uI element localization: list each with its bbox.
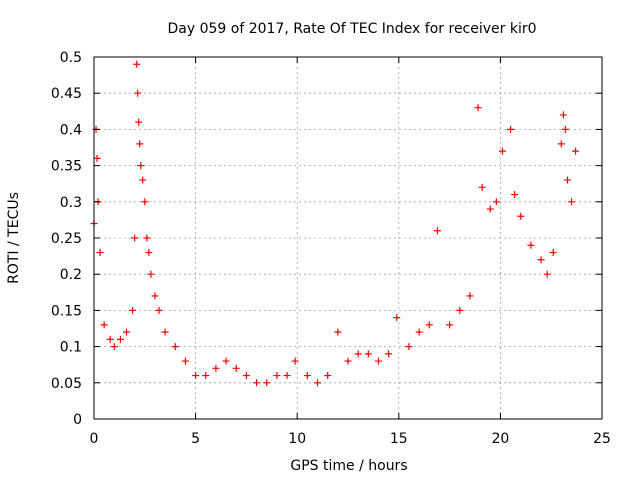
data-point <box>527 241 535 249</box>
x-tick-label: 20 <box>491 431 509 447</box>
x-tick-label: 15 <box>390 431 408 447</box>
data-point <box>253 379 261 387</box>
data-point <box>202 372 210 380</box>
y-tick-label: 0 <box>73 412 82 428</box>
data-point <box>192 372 200 380</box>
data-point <box>263 379 271 387</box>
x-axis-label: GPS time / hours <box>290 458 407 474</box>
data-point <box>344 357 352 365</box>
data-point <box>303 372 311 380</box>
data-point <box>129 306 137 314</box>
data-point <box>507 125 515 133</box>
data-point <box>151 292 159 300</box>
data-point <box>563 176 571 184</box>
data-point <box>385 350 393 358</box>
data-point <box>433 227 441 235</box>
data-point <box>559 111 567 119</box>
chart-title: Day 059 of 2017, Rate Of TEC Index for r… <box>167 21 536 37</box>
axis-ticks <box>93 56 603 420</box>
data-point <box>232 364 240 372</box>
y-tick-label: 0.45 <box>51 86 82 102</box>
data-point <box>568 198 576 206</box>
x-tick-labels: 0 5 10 15 20 25 <box>90 431 611 447</box>
data-point <box>478 183 486 191</box>
data-points <box>90 60 580 387</box>
data-point <box>511 191 519 199</box>
data-point <box>212 364 220 372</box>
x-tick-label: 0 <box>90 431 99 447</box>
data-point <box>171 343 179 351</box>
data-point <box>492 198 500 206</box>
data-point <box>405 343 413 351</box>
data-point <box>242 372 250 380</box>
data-point <box>96 248 104 256</box>
data-point <box>537 256 545 264</box>
y-axis-label: ROTI / TECUs <box>6 192 22 284</box>
data-point <box>415 328 423 336</box>
y-tick-label: 0.2 <box>60 267 82 283</box>
data-point <box>498 147 506 155</box>
data-point <box>131 234 139 242</box>
data-point <box>141 198 149 206</box>
data-point <box>283 372 291 380</box>
y-tick-label: 0.15 <box>51 303 82 319</box>
data-point <box>364 350 372 358</box>
data-point <box>543 270 551 278</box>
data-point <box>324 372 332 380</box>
data-point <box>133 60 141 68</box>
y-tick-label: 0.35 <box>51 159 82 175</box>
data-point <box>145 248 153 256</box>
data-point <box>139 176 147 184</box>
data-point <box>100 321 108 329</box>
x-tick-label: 10 <box>288 431 306 447</box>
y-tick-label: 0.5 <box>60 50 82 66</box>
data-point <box>425 321 433 329</box>
data-point <box>181 357 189 365</box>
data-point <box>572 147 580 155</box>
data-point <box>136 140 144 148</box>
y-tick-label: 0.4 <box>60 122 82 138</box>
y-tick-label: 0.1 <box>60 340 82 356</box>
data-point <box>123 328 131 336</box>
x-tick-label: 25 <box>593 431 611 447</box>
data-point <box>466 292 474 300</box>
data-point <box>147 270 155 278</box>
data-point <box>137 162 145 170</box>
y-tick-label: 0.3 <box>60 195 82 211</box>
data-point <box>134 89 142 97</box>
data-point <box>354 350 362 358</box>
data-point <box>222 357 230 365</box>
data-point <box>474 104 482 112</box>
data-point <box>557 140 565 148</box>
y-tick-label: 0.25 <box>51 231 82 247</box>
data-point <box>273 372 281 380</box>
data-point <box>486 205 494 213</box>
y-tick-label: 0.05 <box>51 376 82 392</box>
data-point <box>135 118 143 126</box>
grid-lines <box>94 57 602 419</box>
data-point <box>334 328 342 336</box>
data-point <box>446 321 454 329</box>
data-point <box>161 328 169 336</box>
data-point <box>549 248 557 256</box>
data-point <box>393 314 401 322</box>
data-point <box>291 357 299 365</box>
data-point <box>110 343 118 351</box>
data-point <box>143 234 151 242</box>
data-point <box>314 379 322 387</box>
data-point <box>456 306 464 314</box>
data-point <box>561 125 569 133</box>
y-tick-labels: 0 0.05 0.1 0.15 0.2 0.25 0.3 0.35 0.4 0.45 0.5 <box>51 50 82 428</box>
data-point <box>517 212 525 220</box>
data-point <box>155 306 163 314</box>
x-tick-label: 5 <box>191 431 200 447</box>
data-point <box>116 335 124 343</box>
data-point <box>106 335 114 343</box>
data-point <box>374 357 382 365</box>
data-point <box>93 154 101 162</box>
